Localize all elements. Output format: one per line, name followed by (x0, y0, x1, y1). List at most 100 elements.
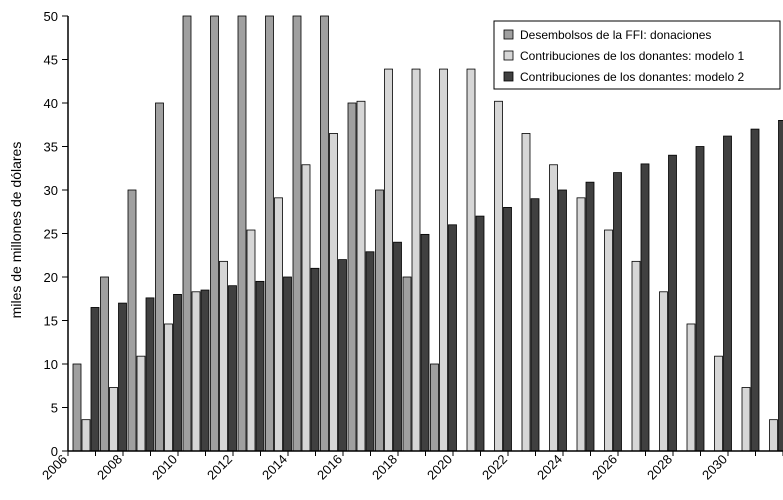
bar-s1-2015 (320, 15, 329, 452)
x-tick-label-2006: 2006 (39, 452, 70, 483)
bar-s2-2009 (164, 323, 173, 452)
bar-s3-2020 (475, 215, 485, 452)
bar-s1-2007 (100, 276, 109, 452)
bar-s2-2016 (356, 100, 366, 452)
bar-s2-2031 (769, 419, 778, 452)
y-axis-title: miles de millones de dólares (8, 142, 24, 319)
x-tick-label-2018: 2018 (369, 452, 400, 483)
x-tick-label-2014: 2014 (259, 452, 290, 483)
bar-s1-2013 (265, 15, 274, 452)
bar-s1-2006 (72, 363, 82, 452)
bar-s2-2023 (549, 164, 558, 452)
bar-s2-2015 (329, 133, 338, 452)
bar-s3-2011 (228, 285, 237, 452)
bar-s2-2008 (136, 355, 146, 452)
bar-s3-2027 (668, 154, 677, 452)
legend-box (493, 20, 781, 90)
y-tick-label-10: 10 (44, 357, 58, 372)
bar-s1-2018 (402, 276, 412, 452)
bar-s1-2019 (430, 363, 439, 452)
bar-s1-2010 (182, 15, 192, 452)
x-tick-label-2012: 2012 (204, 452, 235, 483)
bar-s2-2028 (686, 323, 696, 452)
y-tick-label-20: 20 (44, 270, 58, 285)
bar-s1-2012 (237, 15, 247, 452)
bar-s3-2019 (448, 224, 457, 452)
bar-s1-2011 (210, 15, 219, 452)
bar-s3-2017 (393, 241, 402, 452)
bar-s2-2010 (191, 291, 201, 452)
bar-s3-2009 (173, 293, 182, 452)
x-tick-label-2016: 2016 (314, 452, 345, 483)
x-tick-label-2008: 2008 (94, 452, 125, 483)
bar-s1-2016 (347, 102, 357, 452)
bar-s3-2031 (778, 120, 783, 452)
x-tick-label-2010: 2010 (149, 452, 180, 483)
bar-s3-2018 (420, 233, 430, 452)
legend-swatch-3 (503, 71, 514, 82)
bar-s2-2020 (466, 68, 476, 452)
bar-s2-2014 (301, 164, 311, 452)
y-tick-label-5: 5 (51, 401, 58, 416)
x-tick-label-2028: 2028 (644, 452, 675, 483)
bar-s3-2015 (338, 259, 347, 452)
bar-s2-2012 (246, 229, 256, 452)
x-tick-label-2026: 2026 (589, 452, 620, 483)
bar-s1-2014 (292, 15, 302, 452)
y-tick-label-35: 35 (44, 140, 58, 155)
bar-s3-2025 (613, 172, 622, 452)
y-tick-label-30: 30 (44, 183, 58, 198)
bar-s2-2013 (274, 197, 283, 452)
bar-s1-2009 (155, 102, 164, 452)
bar-s3-2012 (255, 280, 265, 452)
bar-s2-2018 (411, 68, 421, 452)
bar-s2-2019 (439, 68, 448, 452)
bar-s2-2030 (741, 387, 751, 452)
bar-s2-2011 (219, 260, 228, 452)
bar-s2-2021 (494, 100, 503, 452)
bar-s1-2008 (127, 189, 137, 452)
legend-swatch-2 (503, 50, 514, 61)
bar-s3-2026 (640, 163, 650, 452)
legend-label-2: Contribuciones de los donantes: modelo 1 (520, 49, 744, 63)
bar-s1-2017 (375, 189, 384, 452)
bar-s2-2026 (631, 260, 641, 452)
bar-s3-2029 (723, 135, 732, 452)
bar-s3-2028 (695, 146, 705, 452)
legend-label-3: Contribuciones de los donantes: modelo 2 (520, 70, 744, 84)
legend: Desembolsos de la FFI: donaciones Contrib… (493, 20, 781, 90)
y-tick-label-0: 0 (51, 444, 58, 459)
bar-s2-2025 (604, 229, 613, 452)
bar-s3-2016 (365, 251, 375, 452)
bar-s2-2029 (714, 355, 723, 452)
bar-s3-2006 (90, 307, 100, 452)
y-tick-label-45: 45 (44, 53, 58, 68)
x-tick-label-2030: 2030 (699, 452, 730, 483)
bar-s3-2007 (118, 302, 127, 452)
y-tick-label-50: 50 (44, 9, 58, 24)
bars-layer (72, 15, 783, 452)
x-tick-label-2020: 2020 (424, 452, 455, 483)
bar-s2-2024 (576, 197, 586, 452)
y-tick-label-15: 15 (44, 314, 58, 329)
bar-s3-2010 (200, 289, 210, 452)
legend-label-1: Desembolsos de la FFI: donaciones (520, 28, 711, 42)
bar-s3-2024 (585, 181, 595, 452)
bar-s3-2008 (145, 297, 155, 452)
bar-s2-2022 (521, 133, 531, 452)
y-tick-label-25: 25 (44, 227, 58, 242)
bar-s2-2007 (109, 387, 118, 452)
bar-s2-2006 (81, 419, 91, 452)
x-tick-label-2022: 2022 (479, 452, 510, 483)
x-tick-label-2024: 2024 (534, 452, 565, 483)
bar-s2-2017 (384, 68, 393, 452)
y-tick-label-40: 40 (44, 96, 58, 111)
legend-swatch-1 (503, 29, 514, 40)
bar-s3-2030 (750, 128, 760, 452)
bar-s3-2014 (310, 267, 320, 452)
bar-s2-2027 (659, 291, 668, 452)
bar-s3-2023 (558, 189, 567, 452)
bar-s3-2022 (530, 198, 540, 452)
bar-s3-2013 (283, 276, 292, 452)
